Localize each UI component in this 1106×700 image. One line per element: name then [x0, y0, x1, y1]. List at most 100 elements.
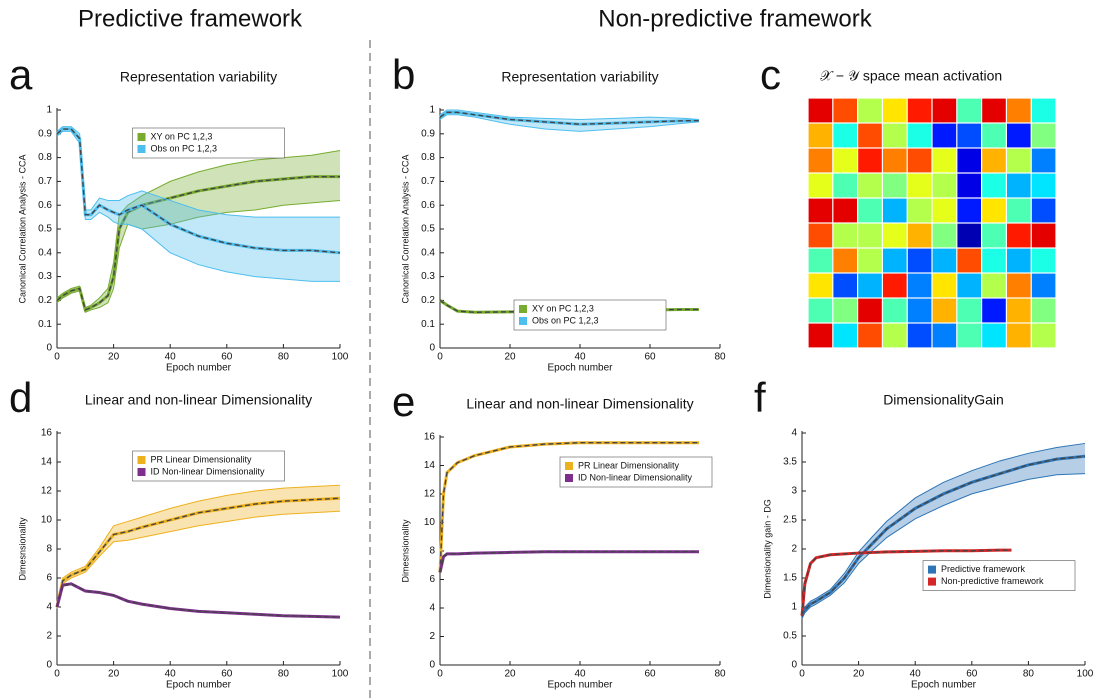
heatmap-cell [883, 173, 907, 198]
y-tick-label: 16 [41, 428, 53, 439]
y-tick-label: 8 [429, 546, 435, 557]
x-tick-label: 20 [504, 669, 516, 680]
legend-label: XY on PC 1,2,3 [532, 303, 594, 313]
legend-label: Predictive framework [941, 564, 1026, 574]
spread-edge [801, 442, 1086, 614]
heatmap-cell [858, 323, 882, 348]
y-tick-label: 0.3 [38, 271, 52, 282]
y-tick-label: 0.4 [38, 247, 52, 258]
y-tick-label: 12 [41, 486, 53, 497]
y-tick-label: 1 [46, 105, 52, 116]
legend-swatch [137, 456, 146, 464]
y-axis-label: Canonical Correlation Analysis - CCA [400, 154, 410, 303]
x-tick-label: 80 [278, 352, 290, 363]
legend: XY on PC 1,2,3 Obs on PC 1,2,3 [513, 299, 667, 331]
y-tick-label: 10 [41, 515, 53, 526]
heatmap-cell [1031, 273, 1056, 298]
heatmap-cell [1031, 248, 1056, 273]
panel-letter: e [392, 378, 415, 425]
legend-label: ID Non-linear Dimensionality [151, 466, 266, 476]
y-tick-label: 0 [46, 660, 52, 671]
legend: Predictive framework Non-predictive frame… [922, 560, 1076, 591]
x-axis-label: Epoch number [911, 680, 977, 691]
y-tick-label: 0.3 [421, 271, 435, 282]
heatmap-cell [883, 273, 907, 298]
heatmap-cell [932, 123, 957, 148]
x-tick-label: 40 [165, 352, 177, 363]
heatmap-cell [1007, 123, 1031, 148]
y-tick-label: 8 [46, 544, 52, 555]
heatmap-cell [1031, 148, 1056, 173]
x-tick-label: 0 [54, 352, 60, 363]
panel-letter: a [9, 51, 33, 98]
y-tick-label: 0 [46, 343, 52, 354]
x-tick-label: 60 [644, 669, 656, 680]
heatmap-cell [932, 98, 957, 123]
heatmap-cell [1007, 223, 1031, 248]
y-tick-label: 3.5 [783, 457, 797, 468]
spread-band [57, 150, 340, 313]
heatmap-cell [957, 223, 981, 248]
heatmap-cell [1007, 98, 1031, 123]
heatmap-cell [883, 148, 907, 173]
heatmap-cell [982, 248, 1006, 273]
legend-label: Obs on PC 1,2,3 [532, 315, 599, 325]
y-tick-label: 2 [791, 544, 797, 555]
y-tick-label: 2 [46, 631, 52, 642]
heatmap-cell [1031, 223, 1056, 248]
heatmap-cell [808, 148, 833, 173]
y-tick-label: 0.6 [421, 200, 435, 211]
mean-line [801, 549, 1012, 616]
heatmap-cell [808, 123, 833, 148]
heatmap-cell [957, 198, 981, 223]
x-tick-label: 40 [165, 669, 177, 680]
legend-swatch [519, 317, 527, 325]
series-line [800, 454, 1086, 617]
heatmap-cell [808, 198, 833, 223]
heatmap-cell [1007, 273, 1031, 298]
y-tick-label: 14 [424, 460, 436, 471]
x-tick-label: 20 [504, 352, 516, 363]
heatmap-cell [907, 98, 932, 123]
spread-band [57, 485, 340, 609]
heatmap-cell [883, 98, 907, 123]
x-tick-label: 0 [437, 352, 443, 363]
y-tick-label: 12 [424, 489, 436, 500]
heatmap-cell [858, 248, 882, 273]
y-tick-label: 0.8 [421, 152, 435, 163]
spread-band [802, 443, 1085, 619]
y-tick-label: 6 [46, 573, 52, 584]
legend-box [559, 456, 713, 488]
heatmap-cell [833, 198, 857, 223]
legend-label: PR Linear Dimensionality [151, 454, 253, 464]
legend: PR Linear Dimensionality ID Non-linear Di… [559, 456, 713, 488]
legend-swatch [137, 145, 146, 153]
series-line [438, 550, 699, 573]
chart-title: DimensionalityGain [883, 392, 1004, 408]
mean-line [56, 175, 340, 311]
heatmap-cell [982, 273, 1006, 298]
heatmap-cell [808, 223, 833, 248]
y-tick-label: 0.5 [421, 224, 435, 235]
heatmap-cell [808, 298, 833, 323]
y-tick-label: 0.8 [38, 152, 52, 163]
heatmap-cell [957, 273, 981, 298]
mean-line [439, 111, 699, 125]
y-tick-label: 0.2 [38, 295, 52, 306]
y-tick-label: 0.7 [421, 176, 435, 187]
y-tick-label: 0.5 [38, 224, 52, 235]
heatmap-cell [1007, 248, 1031, 273]
heatmap-cell [858, 298, 882, 323]
y-tick-label: 10 [424, 517, 436, 528]
heatmap-cell [957, 123, 981, 148]
heading: Non-predictive framework [598, 5, 872, 32]
heatmap-cell [858, 148, 882, 173]
legend-box [513, 299, 667, 331]
heatmap-cell [808, 273, 833, 298]
heatmap-cell [1007, 173, 1031, 198]
x-tick-label: 60 [221, 669, 233, 680]
heatmap-cell [907, 173, 932, 198]
panel-letter: b [392, 51, 415, 98]
y-tick-label: 1.5 [783, 573, 797, 584]
heatmap-cell [932, 173, 957, 198]
